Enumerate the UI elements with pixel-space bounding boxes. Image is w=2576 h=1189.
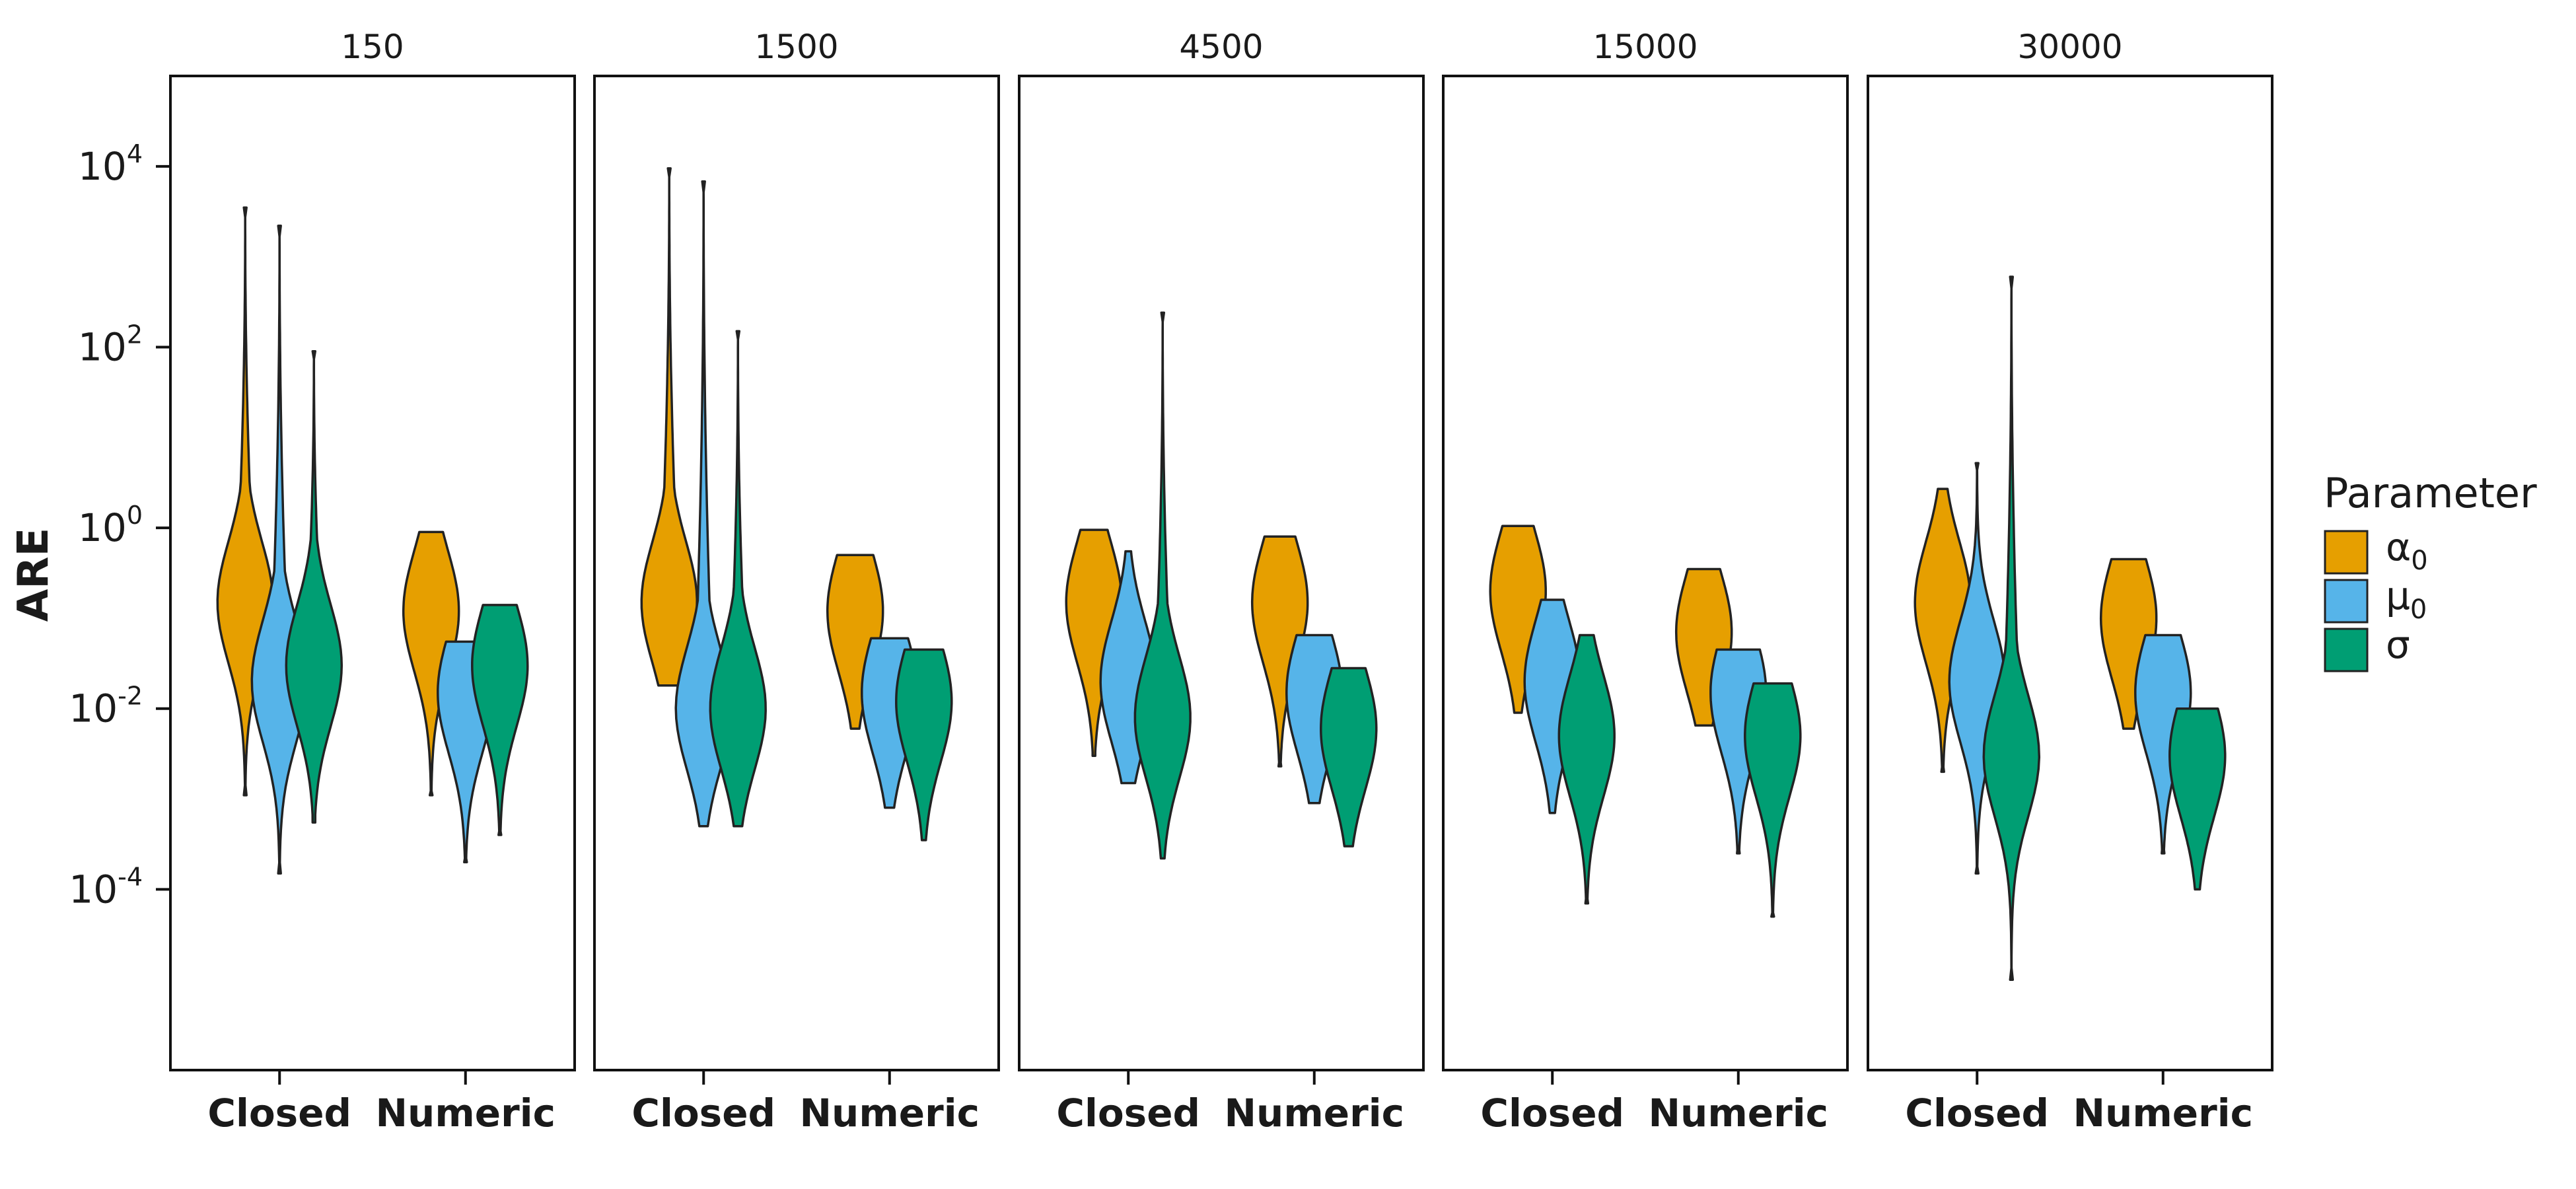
legend-swatch xyxy=(2324,579,2369,624)
x-tick-label: Numeric xyxy=(1225,1091,1404,1135)
x-tick-label: Closed xyxy=(1905,1091,2049,1135)
violin-4500-numeric-param0 xyxy=(1250,535,1309,768)
violin-30000-closed-param1 xyxy=(1948,462,2006,875)
violin-1500-numeric-param0 xyxy=(826,554,884,730)
violin-15000-closed-param2 xyxy=(1557,633,1616,905)
y-tick-label: 10-2 xyxy=(69,682,143,731)
violin-1500-numeric-param2 xyxy=(895,648,953,842)
facet-panel-15000: 15000 Closed Numeric xyxy=(1442,28,1849,1135)
legend-swatch xyxy=(2324,628,2369,672)
legend-label: μ0 xyxy=(2386,573,2427,625)
y-tick-label: 102 xyxy=(78,320,143,369)
facet-panel-150: 150 Closed Numeric xyxy=(169,28,576,1135)
facet-panel-30000: 30000 Closed Numeric xyxy=(1867,28,2273,1135)
panel-title: 15000 xyxy=(1592,28,1698,66)
facet-panel-1500: 1500 Closed Numeric xyxy=(593,28,1000,1135)
x-tick-label: Closed xyxy=(631,1091,775,1135)
panel-title: 150 xyxy=(341,28,404,66)
panel-frame xyxy=(169,75,576,1071)
panel-frame xyxy=(1018,75,1425,1071)
panel-frame xyxy=(593,75,1000,1071)
violin-1500-closed-param0 xyxy=(640,167,698,687)
violin-4500-closed-param2 xyxy=(1133,311,1192,860)
x-tick-label: Numeric xyxy=(1649,1091,1828,1135)
panel-frame xyxy=(1867,75,2273,1071)
y-tick-label: 104 xyxy=(78,139,143,189)
x-tick-label: Closed xyxy=(207,1091,351,1135)
x-tick-label: Closed xyxy=(1056,1091,1200,1135)
violin-15000-numeric-param2 xyxy=(1744,682,1802,918)
violin-150-numeric-param0 xyxy=(402,530,460,797)
x-tick-label: Numeric xyxy=(800,1091,980,1135)
violin-30000-numeric-param2 xyxy=(2168,707,2227,891)
violin-1500-closed-param2 xyxy=(709,330,767,828)
y-tick-label: 10-4 xyxy=(69,862,143,912)
y-axis-label: ARE xyxy=(9,528,58,622)
violin-4500-numeric-param2 xyxy=(1320,667,1378,847)
panel-title: 30000 xyxy=(2017,28,2122,66)
legend-swatch xyxy=(2324,530,2369,575)
legend-label: σ xyxy=(2386,622,2410,667)
x-tick-label: Numeric xyxy=(376,1091,555,1135)
violin-150-numeric-param2 xyxy=(471,604,529,836)
y-axis-ticks: 104 102 100 10-2 10-4 xyxy=(69,139,170,912)
panel-title: 1500 xyxy=(754,28,838,66)
violin-15000-closed-param0 xyxy=(1489,524,1547,714)
facet-panels: 150 Closed Numeric 1500 Closed Numeric 4500 Clo… xyxy=(169,28,2273,1135)
facet-panel-4500: 4500 Closed Numeric xyxy=(1018,28,1425,1135)
legend-title: Parameter xyxy=(2324,469,2537,517)
y-tick-label: 100 xyxy=(78,501,143,550)
panel-frame xyxy=(1442,75,1849,1071)
violin-150-closed-param2 xyxy=(285,349,343,824)
violin-30000-closed-param2 xyxy=(1982,275,2041,981)
x-tick-label: Numeric xyxy=(2073,1091,2253,1135)
legend-label: α0 xyxy=(2386,524,2428,576)
panel-title: 4500 xyxy=(1179,28,1263,66)
x-tick-label: Closed xyxy=(1480,1091,1624,1135)
